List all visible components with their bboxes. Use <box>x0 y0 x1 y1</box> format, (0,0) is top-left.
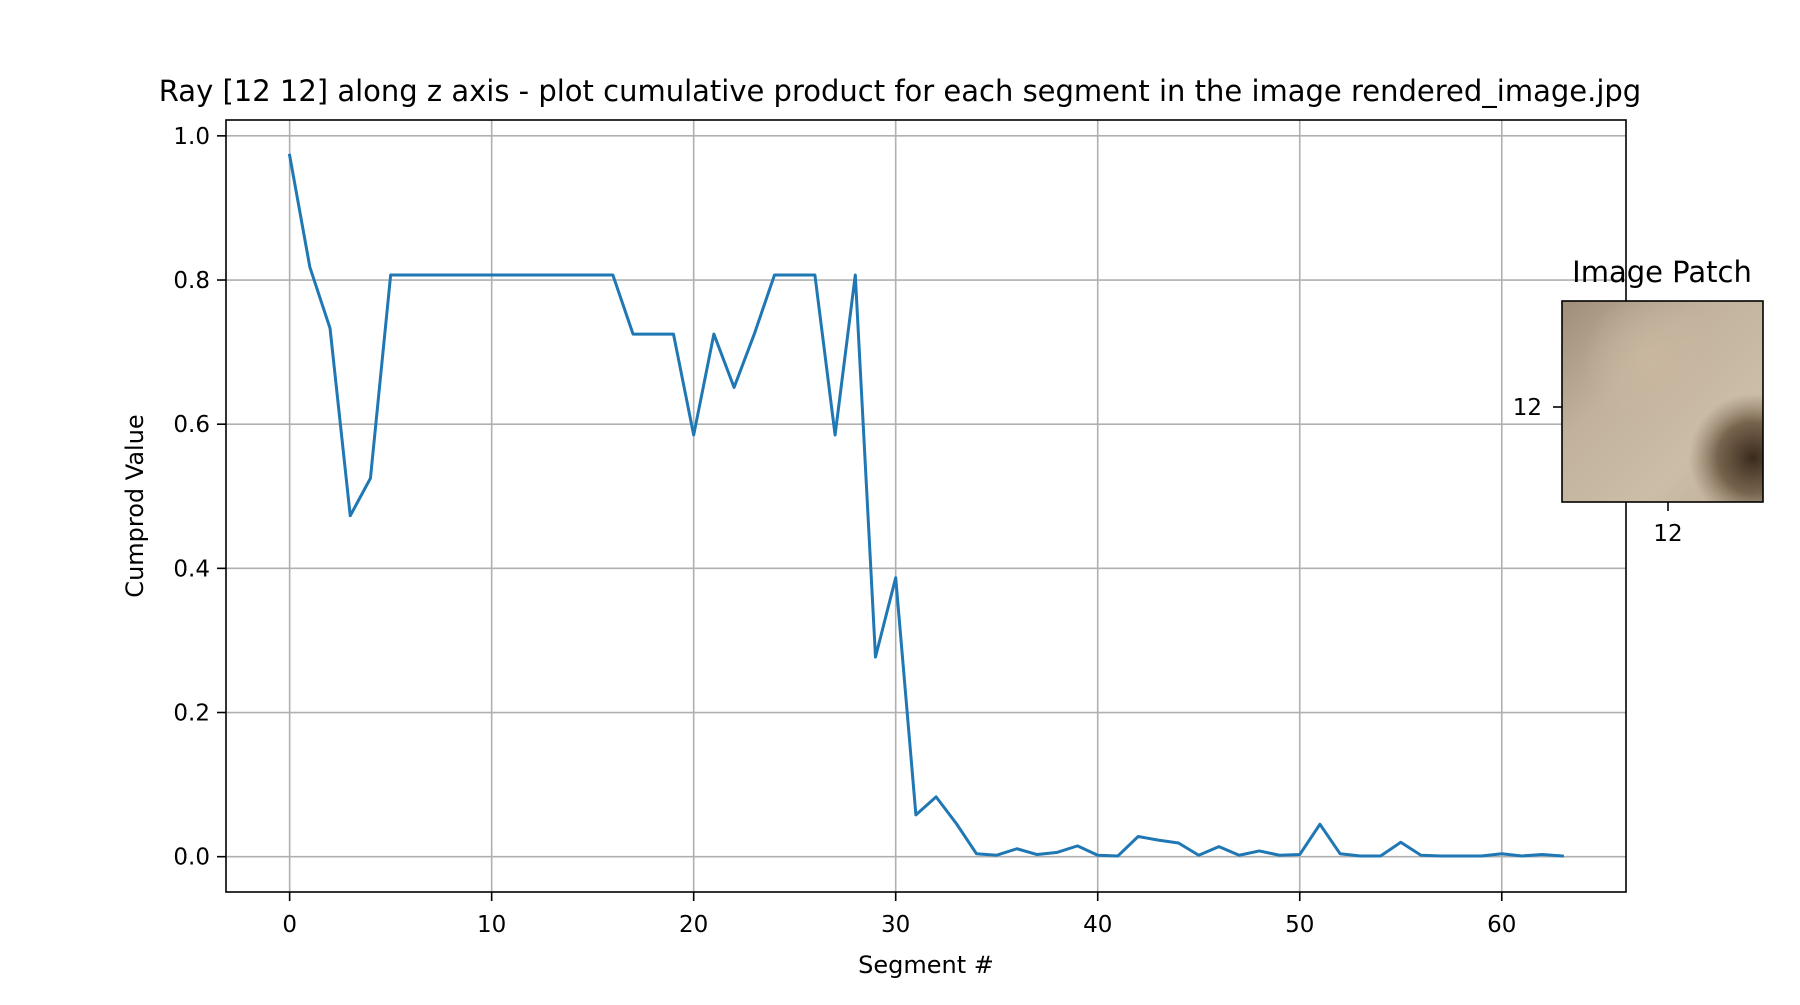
y-axis: 0.0 0.2 0.4 0.6 0.8 1.0 <box>173 124 226 871</box>
x-axis-label: Segment # <box>858 951 994 979</box>
image-patch <box>1561 300 1764 503</box>
y-tick-label: 0.8 <box>173 268 210 294</box>
y-tick-label: 0.0 <box>173 845 210 871</box>
x-tick-label: 0 <box>282 912 297 938</box>
inset-title: Image Patch <box>1572 255 1752 289</box>
x-axis: 0 10 20 30 40 50 60 <box>282 892 1516 938</box>
x-tick-label: 50 <box>1285 912 1314 938</box>
x-tick-label: 30 <box>881 912 910 938</box>
plot-frame <box>225 119 1627 893</box>
x-tick-label: 60 <box>1487 912 1516 938</box>
x-tick-label: 10 <box>477 912 506 938</box>
series-layer <box>287 153 1564 858</box>
x-tick-label: 40 <box>1083 912 1112 938</box>
y-tick-label: 0.6 <box>173 412 210 438</box>
y-tick-label: 0.4 <box>173 556 210 582</box>
inset-x-tick-label: 12 <box>1653 521 1682 547</box>
y-tick-label: 1.0 <box>173 124 210 150</box>
x-tick-label: 20 <box>679 912 708 938</box>
inset-frame <box>1561 300 1764 503</box>
y-axis-label: Cumprod Value <box>121 414 149 597</box>
grid <box>226 120 1626 892</box>
series-line <box>287 153 1564 858</box>
chart-title: Ray [12 12] along z axis - plot cumulati… <box>159 74 1641 108</box>
inset-y-tick-label: 12 <box>1513 395 1542 421</box>
y-tick-label: 0.2 <box>173 701 210 727</box>
